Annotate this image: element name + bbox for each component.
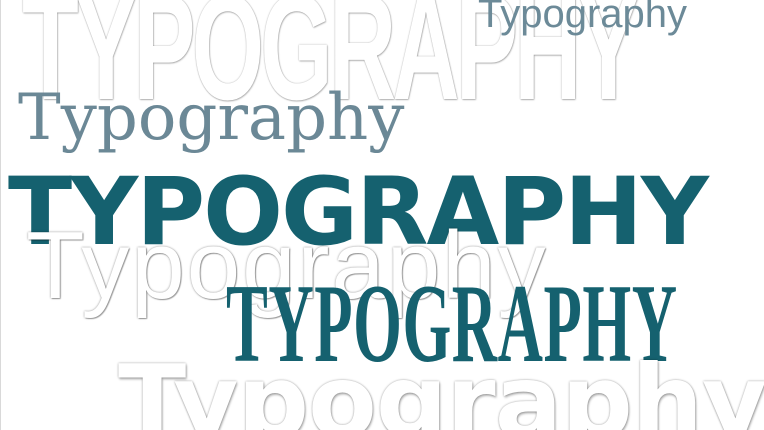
bottom-embossed-word: Typography <box>118 343 764 430</box>
condensed-caps-word: TYPOGRAPHY <box>226 262 678 386</box>
left-edge-line <box>0 0 1 430</box>
serif-word: Typography <box>18 81 405 155</box>
top-outline-word: TYPOGRAPHY <box>22 0 640 131</box>
heavy-caps-word: TYPOGRAPHY <box>8 158 709 267</box>
top-small-word: Typography <box>478 0 688 36</box>
light-outline-word: Typography <box>26 212 548 319</box>
